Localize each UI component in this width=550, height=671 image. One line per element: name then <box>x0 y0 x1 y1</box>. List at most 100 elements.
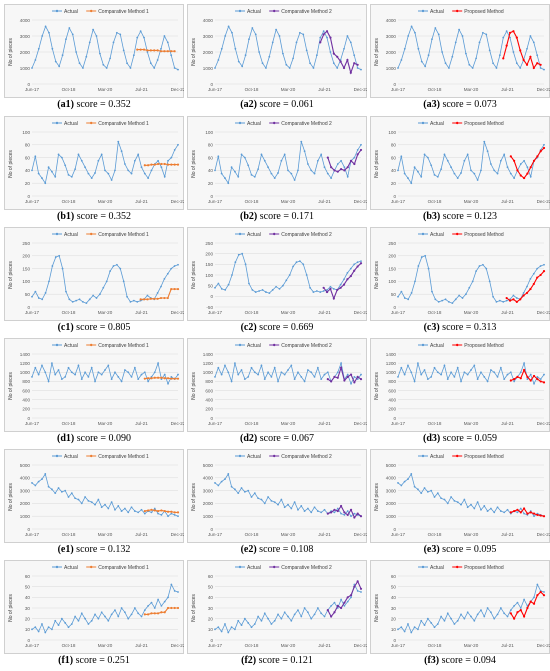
data-point <box>413 626 416 629</box>
y-axis-label: No of pieces <box>191 483 197 511</box>
data-point <box>529 166 532 169</box>
data-point <box>451 55 454 58</box>
data-point <box>129 300 132 303</box>
chart-svg-a3: 0 1000 2000 3000 4000 Jun-17 Oct-18 Mar-20 Jul-2… <box>374 9 550 92</box>
y-tick-label: 50 <box>208 584 214 589</box>
data-point <box>34 155 37 158</box>
data-point <box>227 182 230 185</box>
data-point <box>512 30 515 33</box>
data-point <box>57 487 60 489</box>
data-point <box>536 276 539 279</box>
data-point <box>84 166 86 169</box>
data-point <box>253 371 256 374</box>
data-point <box>533 382 535 385</box>
panel-caption: (e1) score = 0.132 <box>4 544 184 555</box>
panel-label: (d3) <box>423 433 441 444</box>
data-point <box>231 31 233 34</box>
x-tick-label: Jun-17 <box>391 87 405 92</box>
data-point <box>244 263 247 266</box>
y-tick-label: 200 <box>22 254 30 259</box>
data-point <box>227 631 230 634</box>
legend-marker <box>273 565 276 569</box>
data-point <box>297 508 299 511</box>
data-point <box>283 153 286 156</box>
legend-marker <box>273 9 276 13</box>
series-line-actual <box>31 361 179 385</box>
y-tick-label: 100 <box>22 130 30 135</box>
data-point <box>295 41 298 44</box>
y-tick-label: 250 <box>388 241 396 246</box>
data-point <box>349 594 353 597</box>
y-tick-label: 3000 <box>386 488 397 493</box>
data-point <box>450 617 452 620</box>
data-point <box>241 252 244 255</box>
data-point <box>329 285 332 288</box>
data-point <box>456 366 459 369</box>
data-point <box>343 604 346 607</box>
data-point <box>316 366 319 369</box>
y-tick-label: 30 <box>391 606 397 611</box>
data-point <box>260 498 263 501</box>
data-point <box>227 283 230 286</box>
data-point <box>310 371 313 374</box>
data-point <box>234 628 236 631</box>
y-tick-label: 20 <box>391 181 397 186</box>
data-point <box>147 613 150 616</box>
data-point <box>508 31 512 34</box>
data-point <box>87 499 90 502</box>
x-tick-label: Mar-20 <box>281 643 296 648</box>
legend-marker <box>421 343 425 347</box>
data-point <box>333 375 336 378</box>
data-point <box>448 300 450 303</box>
x-tick-label: Oct-18 <box>245 310 259 315</box>
data-point <box>170 163 173 166</box>
chart-panel-e3: 0 1000 2000 3000 4000 5000 Jun-17 Oct-18 Mar-20 J… <box>370 449 550 560</box>
chart-panel-b3: 0 20 40 60 80 100 Jun-17 Oct-18 Mar-20 Jul-21 Dec-… <box>370 116 550 227</box>
y-tick-label: 10 <box>208 627 214 632</box>
y-tick-label: 250 <box>22 241 30 246</box>
data-point <box>170 156 173 159</box>
y-tick-label: 1000 <box>20 370 31 375</box>
y-tick-label: 4000 <box>20 476 31 481</box>
data-point <box>136 48 139 51</box>
data-point <box>132 299 135 302</box>
data-point <box>316 159 319 162</box>
data-point <box>300 505 303 507</box>
data-point <box>320 378 323 381</box>
data-point <box>84 496 86 498</box>
data-point <box>67 173 70 176</box>
y-tick-label: 4000 <box>386 18 397 23</box>
data-point <box>253 175 256 178</box>
y-tick-label: 1000 <box>203 66 214 71</box>
data-point <box>104 169 106 172</box>
x-tick-label: Jun-17 <box>391 643 405 648</box>
data-point <box>160 604 163 607</box>
y-tick-label: 30 <box>208 606 214 611</box>
legend-label: Comparative Method 1 <box>98 343 149 349</box>
y-tick-label: 20 <box>208 181 214 186</box>
y-tick-label: 50 <box>25 292 31 297</box>
data-point <box>325 290 329 294</box>
series-line-actual <box>214 253 362 294</box>
data-point <box>150 377 153 380</box>
data-point <box>244 54 247 57</box>
data-point <box>143 509 146 513</box>
x-tick-label: Jun-17 <box>25 421 39 426</box>
panel-label: (c3) <box>423 322 440 333</box>
y-tick-label: 80 <box>25 143 31 148</box>
data-point <box>95 35 98 37</box>
data-point <box>454 298 457 301</box>
panel-caption: (b1) score = 0.352 <box>4 211 184 222</box>
data-point <box>356 149 359 151</box>
data-point <box>140 373 143 376</box>
x-tick-label: Dec-22 <box>537 310 550 315</box>
data-point <box>539 63 542 66</box>
data-point <box>539 265 542 267</box>
data-point <box>156 59 159 61</box>
data-point <box>77 364 80 367</box>
y-axis-label: No of pieces <box>374 38 380 66</box>
data-point <box>115 263 118 266</box>
data-point <box>147 509 150 512</box>
x-tick-label: Mar-20 <box>98 199 113 204</box>
y-tick-label: 50 <box>25 584 31 589</box>
